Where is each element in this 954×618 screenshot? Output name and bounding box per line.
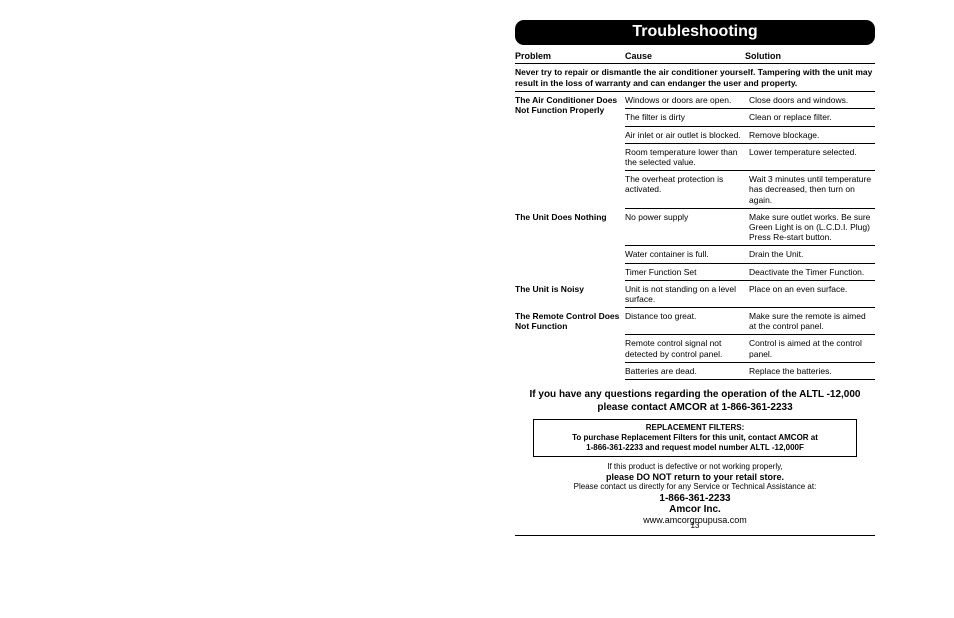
solution-cell: Remove blockage. [749,130,875,140]
cause-cell: Timer Function Set [625,267,749,277]
table-row: The overheat protection is activated.Wai… [625,171,875,209]
problem-label: The Remote Control Does Not Function [515,308,625,380]
table-row: No power supplyMake sure outlet works. B… [625,209,875,247]
cause-cell: Water container is full. [625,249,749,259]
questions-line: please contact AMCOR at 1-866-361-2233 [515,401,875,414]
solution-cell: Close doors and windows. [749,95,875,105]
troubleshooting-section: The Air Conditioner Does Not Function Pr… [515,92,875,209]
cause-cell: Remote control signal not detected by co… [625,338,749,358]
header-solution: Solution [745,51,875,61]
cause-cell: Unit is not standing on a level surface. [625,284,749,304]
table-row: Distance too great.Make sure the remote … [625,308,875,335]
company-name: Amcor Inc. [515,504,875,515]
solution-cell: Make sure the remote is aimed at the con… [749,311,875,331]
replacement-filters-box: REPLACEMENT FILTERS: To purchase Replace… [533,419,857,457]
filters-line: 1-866-361-2233 and request model number … [538,443,852,453]
cause-cell: Air inlet or air outlet is blocked. [625,130,749,140]
solution-cell: Replace the batteries. [749,366,875,376]
page-number: 13 [515,521,875,530]
table-row: Timer Function SetDeactivate the Timer F… [625,264,875,281]
table-header-row: Problem Cause Solution [515,51,875,64]
troubleshooting-section: The Remote Control Does Not FunctionDist… [515,308,875,380]
table-row: Remote control signal not detected by co… [625,335,875,362]
problem-rows: No power supplyMake sure outlet works. B… [625,209,875,281]
solution-cell: Deactivate the Timer Function. [749,267,875,277]
troubleshooting-section: The Unit Does NothingNo power supplyMake… [515,209,875,281]
cause-cell: Batteries are dead. [625,366,749,376]
contact-direct-line: Please contact us directly for any Servi… [515,482,875,491]
problem-rows: Distance too great.Make sure the remote … [625,308,875,380]
phone-number: 1-866-361-2233 [515,493,875,504]
questions-block: If you have any questions regarding the … [515,388,875,414]
solution-cell: Place on an even surface. [749,284,875,304]
warning-text: Never try to repair or dismantle the air… [515,64,875,92]
table-row: Windows or doors are open.Close doors an… [625,92,875,109]
cause-cell: The overheat protection is activated. [625,174,749,205]
solution-cell: Wait 3 minutes until temperature has dec… [749,174,875,205]
table-row: Unit is not standing on a level surface.… [625,281,875,308]
cause-cell: The filter is dirty [625,112,749,122]
table-row: Room temperature lower than the selected… [625,144,875,171]
table-row: Water container is full.Drain the Unit. [625,246,875,263]
defective-line: If this product is defective or not work… [515,462,875,472]
filters-line: To purchase Replacement Filters for this… [538,433,852,443]
header-problem: Problem [515,51,625,61]
do-not-return-line: please DO NOT return to your retail stor… [515,472,875,482]
problem-rows: Windows or doors are open.Close doors an… [625,92,875,209]
questions-line: If you have any questions regarding the … [515,388,875,401]
table-row: Batteries are dead.Replace the batteries… [625,363,875,380]
cause-cell: Room temperature lower than the selected… [625,147,749,167]
cause-cell: Distance too great. [625,311,749,331]
problem-rows: Unit is not standing on a level surface.… [625,281,875,308]
solution-cell: Drain the Unit. [749,249,875,259]
troubleshooting-table: The Air Conditioner Does Not Function Pr… [515,92,875,380]
header-cause: Cause [625,51,745,61]
solution-cell: Control is aimed at the control panel. [749,338,875,358]
troubleshooting-section: The Unit is NoisyUnit is not standing on… [515,281,875,308]
cause-cell: No power supply [625,212,749,243]
page-title: Troubleshooting [515,20,875,45]
solution-cell: Make sure outlet works. Be sure Green Li… [749,212,875,243]
table-row: The filter is dirtyClean or replace filt… [625,109,875,126]
table-row: Air inlet or air outlet is blocked.Remov… [625,127,875,144]
document-page: Troubleshooting Problem Cause Solution N… [515,20,875,536]
cause-cell: Windows or doors are open. [625,95,749,105]
solution-cell: Clean or replace filter. [749,112,875,122]
solution-cell: Lower temperature selected. [749,147,875,167]
problem-label: The Air Conditioner Does Not Function Pr… [515,92,625,209]
footer-rule [515,535,875,536]
filters-title: REPLACEMENT FILTERS: [538,423,852,433]
problem-label: The Unit Does Nothing [515,209,625,281]
problem-label: The Unit is Noisy [515,281,625,308]
